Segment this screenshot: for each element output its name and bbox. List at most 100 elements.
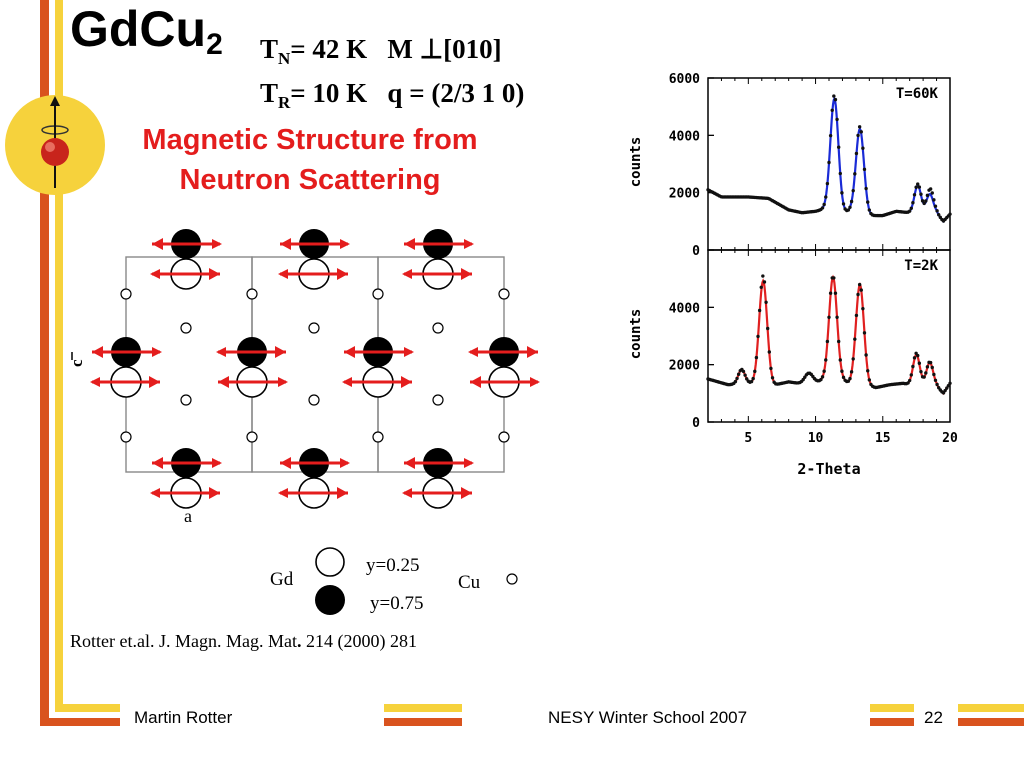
chart-2-data-point [925,365,930,369]
chart-2-data-point [917,361,922,365]
cu-atom-7 [180,394,192,406]
chart-2-data-point [849,370,854,374]
chart-1-data-point [857,125,862,129]
chart-2-data-point [767,350,772,354]
legend-y-open-label: y=0.25 [366,555,419,576]
chart-2-data-point [911,364,915,369]
chart-1-data-point [828,133,833,138]
chart-1-title: T=60K [896,86,939,102]
chart-2-data-point [833,291,838,295]
chart-1-ytick-label: 4000 [669,129,700,144]
chart-2-data-point [769,366,773,371]
axis-a-label: a [184,506,192,526]
left-orange-bar [40,0,49,726]
chart-1-data-point [854,151,859,156]
chart-1-data-point [824,195,828,199]
chart-2-data-point [759,285,763,289]
chart-2-xtick-label: 15 [875,431,891,446]
subtitle-line-2: Neutron Scattering [179,164,441,196]
plot-layer: 0 2000 4000 6000 T=60K 0 2000 4000 5 10 15 20 T=2K [669,72,958,446]
chart-2-data-point [735,376,739,381]
chart-2-data-point [754,355,759,360]
chart-1-data-point [849,199,854,204]
legend-gd-label: Gd [270,569,294,590]
cu-atom-11 [246,431,258,443]
chart-1-data-point [836,145,841,149]
cu-atom-5 [308,322,320,334]
chart-2-data-point [948,381,952,385]
chart-2-data-point [828,291,833,295]
chart-2-data-point [943,388,947,393]
chart-2-data-point [907,378,912,383]
chart-1-data-point [914,185,918,189]
chart-2-data-point [848,376,852,381]
chart-2-data-point [749,379,754,384]
chart-2-data-point [733,379,738,384]
cu-atom-6 [432,322,444,334]
chart-1-data-point [853,172,857,176]
chart-2-data-point [835,315,839,319]
page-title: GdCu2 [70,1,223,61]
footer-page-number: 22 [924,708,943,727]
chart-2-data-point [857,282,862,287]
chart-1-ytick-label: 2000 [669,187,700,202]
chart-2-data-point [941,391,946,395]
footer-author: Martin Rotter [134,708,233,727]
legend-gd-open-atom [315,547,345,577]
cu-atom-1 [246,288,258,300]
chart-2-data-point [824,358,828,362]
citation: Rotter et.al. J. Magn. Mag. Mat. 214 (20… [70,631,417,651]
chart-2-data-point [909,373,913,377]
reorientation-temperature-line: TR= 10 K q = (2/3 1 0) [260,78,525,112]
moment-arrow-filled-6-head [527,346,538,358]
chart-2-data-point [946,384,951,388]
chart-1-data-point [846,208,851,212]
chart-2-data-point [825,339,830,344]
bottom-yellow-bar [55,704,120,712]
chart-1-data-point [924,199,928,203]
moment-arrow-filled-0-head [152,238,163,250]
chart-2-data-point [757,308,762,313]
chart-2-data-point [832,276,836,280]
chart-1-data-point [825,181,830,186]
chart-1-data-point [917,185,922,189]
chart-2-data-point [906,381,910,385]
chart-2-data-point [743,373,747,377]
footer-event: NESY Winter School 2007 [548,708,748,727]
chart-1-data-point [932,198,936,202]
chart-2-data-point [820,375,825,379]
moment-arrow-filled-2-head [404,238,415,250]
chart-2-ytick-label: 4000 [669,301,700,316]
chart-1-data-point [856,133,860,138]
chart-1-data-point [935,209,939,213]
neel-temperature-line: TN= 42 K M ⊥[010] [260,34,502,68]
chart-2-data-point [838,358,842,362]
moment-arrow-open-3-head [149,376,160,388]
chart-1-data-point [862,167,867,172]
chart-2-data-point [854,313,859,318]
footer-right-orange-bar [870,718,914,726]
chart-1-data-point [909,206,913,210]
chart-2-data-point [756,334,760,339]
chart-1-data-point [830,108,834,112]
moment-arrow-open-2-head [461,268,472,280]
chart-2-xtick-label: 20 [942,431,958,446]
cu-atom-0 [120,288,132,300]
cu-atom-9 [432,394,444,406]
chart-1-data-point [919,192,923,196]
chart-2-data-point [841,375,846,380]
chart-2-ylabel: counts [628,309,644,360]
chart-2-data-point [751,376,755,381]
cu-atom-3 [498,288,510,300]
chart-2-data-point [801,377,805,382]
chart-2-data-point [866,369,870,373]
moment-arrow-open-0-head [209,268,220,280]
chart-xlabel: 2-Theta [797,460,860,478]
chart-2-data-point [822,369,826,373]
magnetic-structure-diagram: c a [67,229,540,526]
chart-2-frame [707,249,951,423]
footer-far-orange-bar [958,718,1024,726]
chart-2-data-point [741,369,746,374]
chart-1-ytick-label: 6000 [669,72,700,87]
footer-mid-orange-bar [384,718,462,726]
